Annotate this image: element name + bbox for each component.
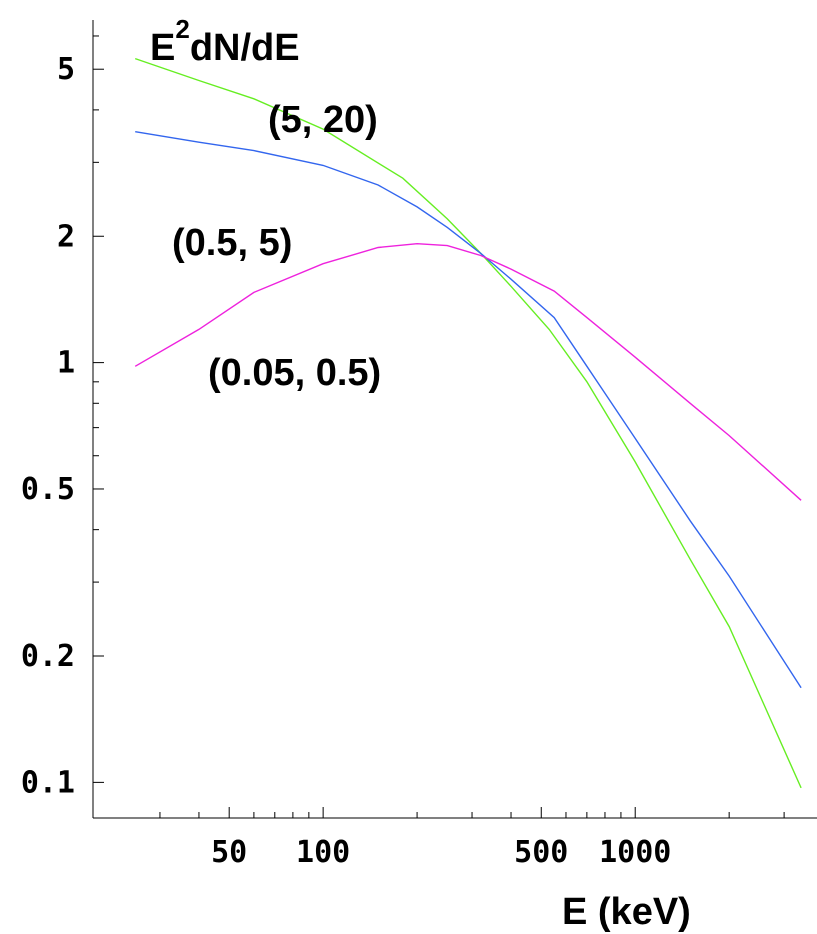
series-label-5-20: (5, 20) — [268, 99, 378, 141]
y-axis-title-superscript: 2 — [175, 14, 189, 44]
y-tick-label: 0.5 — [21, 472, 75, 507]
x-tick-label: 500 — [514, 835, 568, 870]
y-axis-title-base: E — [150, 27, 175, 69]
tick-labels: 0.1 0.2 0.5 1 2 5 50 100 500 1000 — [21, 52, 672, 870]
x-tick-label: 50 — [211, 835, 247, 870]
series-label-0.05-0.5: (0.05, 0.5) — [208, 352, 381, 394]
series-line-0 — [134, 57, 802, 789]
axes — [92, 20, 817, 819]
y-tick-label: 0.2 — [21, 639, 75, 674]
series-lines — [134, 57, 802, 789]
x-axis-title: E (keV) — [562, 891, 691, 933]
y-tick-label: 2 — [57, 219, 75, 254]
series-line-1 — [135, 131, 802, 689]
y-tick-label: 5 — [57, 52, 75, 87]
series-line-2 — [134, 242, 802, 501]
x-tick-label: 100 — [296, 835, 350, 870]
y-axis-title: E2dN/dE — [150, 14, 300, 69]
x-tick-label: 1000 — [599, 835, 671, 870]
y-axis-title-rest: dN/dE — [190, 27, 300, 69]
ticks — [93, 35, 785, 818]
y-tick-label: 0.1 — [21, 765, 75, 800]
y-tick-label: 1 — [57, 346, 75, 381]
series-label-0.5-5: (0.5, 5) — [172, 222, 292, 264]
